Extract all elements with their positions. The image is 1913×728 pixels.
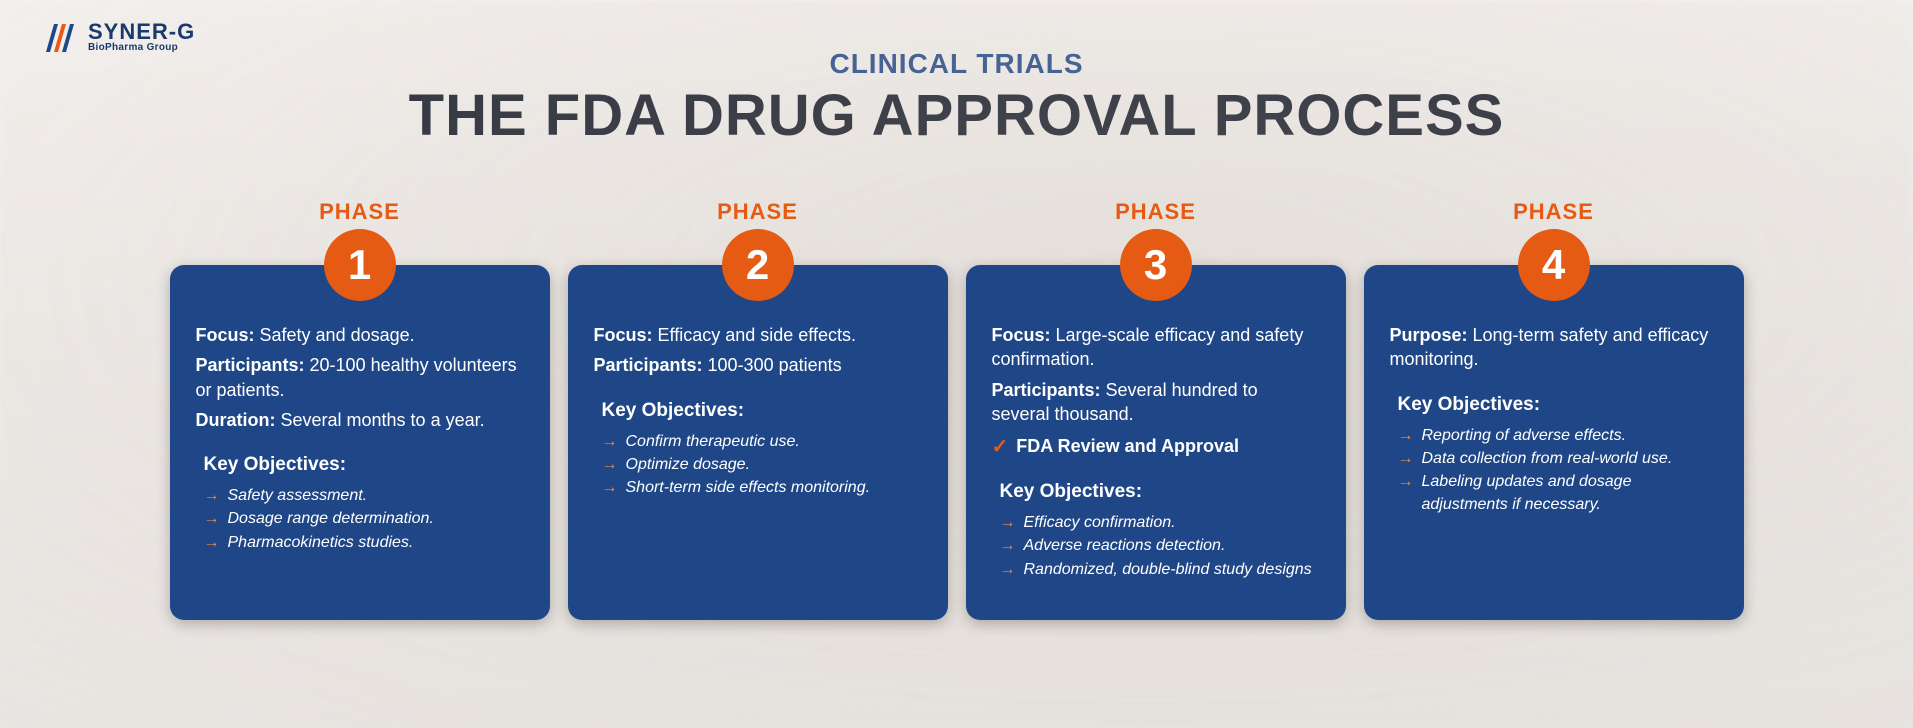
arrow-icon: → [1000,511,1016,534]
objective-item: →Dosage range determination. [204,507,524,530]
phase-field: Focus: Safety and dosage. [196,323,524,347]
objectives-list: →Efficacy confirmation.→Adverse reaction… [992,511,1320,581]
phase-field: Duration: Several months to a year. [196,408,524,432]
objective-item: →Efficacy confirmation. [1000,511,1320,534]
arrow-icon: → [1398,424,1414,447]
phase-label: PHASE [319,199,400,225]
arrow-icon: → [602,430,618,453]
arrow-icon: → [204,531,220,554]
phase-card: Focus: Safety and dosage. Participants: 2… [170,265,550,620]
phase-field: Participants: 100-300 patients [594,353,922,377]
phase-4: PHASE 4 Purpose: Long-term safety and effi… [1364,199,1744,620]
objective-item: →Short-term side effects monitoring. [602,476,922,499]
objectives-title: Key Objectives: [992,481,1320,503]
objective-item: →Data collection from real-world use. [1398,447,1718,470]
phase-number-badge: 4 [1518,229,1590,301]
company-logo: SYNER-G BioPharma Group [40,18,195,56]
phase-field: Participants: 20-100 healthy volunteers … [196,353,524,402]
phase-number-badge: 2 [722,229,794,301]
objective-item: →Adverse reactions detection. [1000,534,1320,557]
logo-main-text: SYNER-G [88,21,195,43]
fda-review-line: ✓FDA Review and Approval [992,434,1320,459]
objective-item: →Pharmacokinetics studies. [204,531,524,554]
objective-item: →Reporting of adverse effects. [1398,424,1718,447]
phase-number-badge: 1 [324,229,396,301]
phase-field: Focus: Large-scale efficacy and safety c… [992,323,1320,372]
objectives-title: Key Objectives: [196,454,524,476]
objective-item: →Safety assessment. [204,484,524,507]
arrow-icon: → [602,453,618,476]
phase-label: PHASE [717,199,798,225]
objective-item: →Randomized, double-blind study designs [1000,558,1320,581]
objective-item: →Confirm therapeutic use. [602,430,922,453]
objectives-list: →Reporting of adverse effects.→Data coll… [1390,424,1718,517]
objectives-title: Key Objectives: [1390,394,1718,416]
phase-field: Focus: Efficacy and side effects. [594,323,922,347]
arrow-icon: → [1398,470,1414,493]
logo-sub-text: BioPharma Group [88,43,195,53]
phase-number-badge: 3 [1120,229,1192,301]
phases-row: PHASE 1 Focus: Safety and dosage. Participa… [0,149,1913,620]
objective-item: →Labeling updates and dosage adjustments… [1398,470,1718,516]
phase-card: Focus: Efficacy and side effects. Partici… [568,265,948,620]
phase-card: Focus: Large-scale efficacy and safety c… [966,265,1346,620]
phase-card: Purpose: Long-term safety and efficacy m… [1364,265,1744,620]
arrow-icon: → [1000,558,1016,581]
phase-label: PHASE [1115,199,1196,225]
logo-mark-icon [40,18,80,56]
phase-3: PHASE 3 Focus: Large-scale efficacy and sa… [966,199,1346,620]
objectives-list: →Safety assessment.→Dosage range determi… [196,484,524,554]
arrow-icon: → [204,484,220,507]
objectives-list: →Confirm therapeutic use.→Optimize dosag… [594,430,922,500]
check-icon: ✓ [992,434,1009,459]
phase-2: PHASE 2 Focus: Efficacy and side effects. P… [568,199,948,620]
arrow-icon: → [1000,534,1016,557]
phase-label: PHASE [1513,199,1594,225]
arrow-icon: → [602,476,618,499]
arrow-icon: → [204,507,220,530]
arrow-icon: → [1398,447,1414,470]
phase-field: Purpose: Long-term safety and efficacy m… [1390,323,1718,372]
phase-1: PHASE 1 Focus: Safety and dosage. Participa… [170,199,550,620]
objectives-title: Key Objectives: [594,400,922,422]
objective-item: →Optimize dosage. [602,453,922,476]
phase-field: Participants: Several hundred to several… [992,378,1320,427]
